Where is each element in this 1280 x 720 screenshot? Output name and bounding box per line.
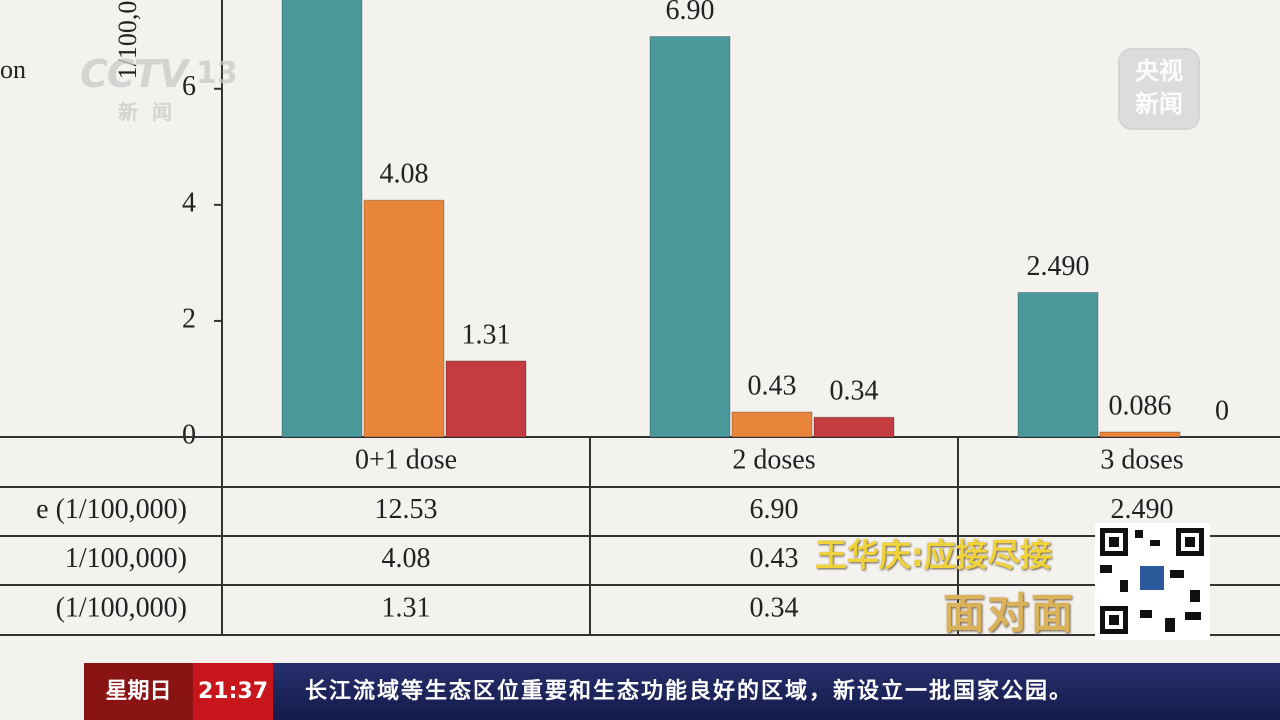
y-tick-label: 2 [182,303,196,334]
legend-entry: e (1/100,000) [36,494,187,525]
headline: 王华庆:应接尽接 [815,536,1052,574]
legend-entry: (1/100,000) [56,592,187,623]
table-cell: 4.08 [382,543,431,574]
x-tick-label: 0+1 dose [355,444,457,475]
channel-sub: 新闻 [118,100,186,124]
data-label: 2.490 [1027,251,1090,282]
app-logo-bottom: 新闻 [1135,90,1183,118]
legend-entry: 1/100,000) [65,543,187,574]
table-cell: 0.43 [750,543,799,574]
data-label: 4.08 [380,159,429,190]
y-tick-label: 6 [182,71,196,102]
data-label: 0.086 [1109,390,1172,421]
bar [813,416,895,438]
bar [1099,431,1181,438]
bar [363,199,445,438]
bar [731,411,813,438]
ticker-text: 长江流域等生态区位重要和生态功能良好的区域，新设立一批国家公园。 [273,663,1280,720]
ticker-day: 星期日 [84,663,193,720]
x-tick-label: 2 doses [732,444,815,475]
data-label: 6.90 [666,0,715,26]
app-logo-top: 央视 [1135,57,1183,85]
y-tick-label: 4 [182,187,196,218]
bar [281,0,363,438]
ticker-time: 21:37 [193,663,273,720]
channel-number: 13 [196,56,238,91]
table-cell: 0.34 [750,592,799,623]
data-label: 0.34 [830,376,879,407]
data-label: 0 [1215,395,1229,426]
data-label: 1.31 [462,319,511,350]
y-axis-label: 1/100,0 [113,1,142,80]
program-name: 面对面 [943,589,1076,638]
app-logo: 央视 新闻 [1118,48,1200,130]
table-cell: 2.490 [1111,494,1174,525]
y-tick-label: 0 [182,419,196,450]
data-label: 0.43 [748,370,797,401]
table-cell: 6.90 [750,494,799,525]
bar [649,36,731,438]
table-cell: 12.53 [375,494,438,525]
bar [445,360,527,438]
x-tick-label: 3 doses [1100,444,1183,475]
channel-logo: CCTV [80,52,188,96]
table-cell: 1.31 [382,592,431,623]
annotation: on [0,55,26,84]
bar [1017,291,1099,438]
